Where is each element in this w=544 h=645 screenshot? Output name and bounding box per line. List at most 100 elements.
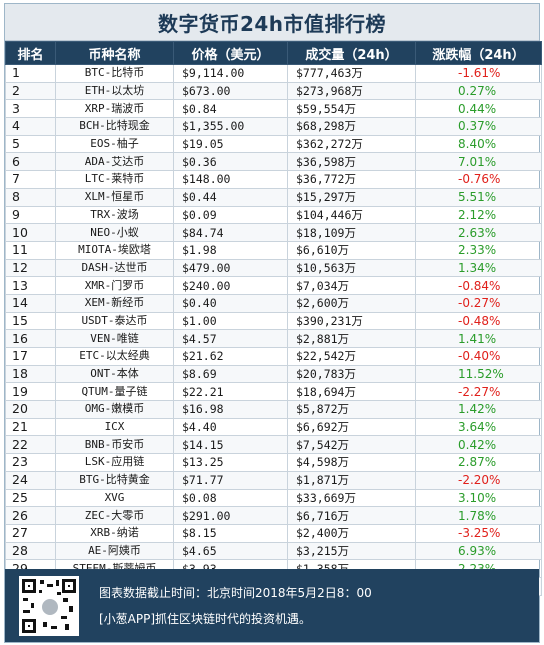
coin-name-cell: BNB-币安币 [55,435,174,455]
change-cell: 2.33% [415,240,542,260]
table-row: 25 XVG $0.08 $33,669万 3.10% [5,488,542,508]
change-cell: 1.41% [415,329,542,348]
coin-name-cell: TRX-波场 [55,205,174,225]
price-cell: $479.00 [173,258,288,278]
coin-name-cell: ONT-本体 [55,364,174,384]
table-row: 17 ETC-以太经典 $21.62 $22,542万 -0.40% [5,347,542,366]
volume-cell: $36,598万 [287,152,416,172]
volume-cell: $273,968万 [287,81,416,101]
volume-cell: $18,109万 [287,223,416,242]
table-row: 15 USDT-泰达币 $1.00 $390,231万 -0.48% [5,311,542,331]
qr-code-icon [19,575,79,636]
table-row: 28 AE-阿姨币 $4.65 $3,215万 6.93% [5,541,542,561]
coin-name-cell: EOS-柚子 [55,134,174,154]
price-cell: $16.98 [173,400,288,419]
volume-cell: $59,554万 [287,99,416,119]
rank-cell: 11 [5,240,56,260]
coin-name-cell: XLM-恒星币 [55,187,174,207]
header-volume: 成交量（24h） [287,41,416,65]
rank-cell: 8 [5,187,56,207]
change-cell: -0.27% [415,293,542,313]
coin-name-cell: ICX [55,417,174,437]
volume-cell: $362,272万 [287,134,416,154]
table-row: 26 ZEC-大零币 $291.00 $6,716万 1.78% [5,506,542,525]
table-row: 27 XRB-纳诺 $8.15 $2,400万 -3.25% [5,523,542,543]
rank-cell: 27 [5,523,56,543]
rank-cell: 28 [5,541,56,561]
change-cell: 7.01% [415,152,542,172]
change-cell: 0.44% [415,99,542,119]
volume-cell: $3,215万 [287,541,416,561]
price-cell: $13.25 [173,453,288,472]
table-header-row: 排名 币种名称 价格（美元） 成交量（24h） 涨跌幅（24h） [5,41,542,65]
table-row: 18 ONT-本体 $8.69 $20,783万 11.52% [5,364,542,384]
change-cell: -3.25% [415,523,542,543]
coin-name-cell: XRP-瑞波币 [55,99,174,119]
rank-cell: 14 [5,293,56,313]
volume-cell: $10,563万 [287,258,416,278]
price-cell: $673.00 [173,81,288,101]
header-rank: 排名 [5,41,56,65]
change-cell: 3.64% [415,417,542,437]
footer: 图表数据截止时间：北京时间2018年5月2日8：00 [小葱APP]抓住区块链时… [5,569,539,642]
change-cell: 1.78% [415,506,542,525]
table-row: 16 VEN-唯链 $4.57 $2,881万 1.41% [5,329,542,348]
rank-cell: 13 [5,276,56,295]
rank-cell: 22 [5,435,56,455]
coin-name-cell: ETH-以太坊 [55,81,174,101]
price-cell: $0.40 [173,293,288,313]
table-row: 24 BTG-比特黄金 $71.77 $1,871万 -2.20% [5,470,542,490]
table-row: 7 LTC-莱特币 $148.00 $36,772万 -0.76% [5,170,542,189]
change-cell: 2.87% [415,453,542,472]
coin-name-cell: ADA-艾达币 [55,152,174,172]
rank-cell: 15 [5,311,56,331]
table-row: 13 XMR-门罗币 $240.00 $7,034万 -0.84% [5,276,542,295]
price-cell: $0.09 [173,205,288,225]
table-row: 11 MIOTA-埃欧塔 $1.98 $6,610万 2.33% [5,240,542,260]
rank-cell: 3 [5,99,56,119]
rank-cell: 19 [5,382,56,402]
price-cell: $0.08 [173,488,288,508]
rank-cell: 24 [5,470,56,490]
change-cell: 8.40% [415,134,542,154]
table-row: 2 ETH-以太坊 $673.00 $273,968万 0.27% [5,81,542,101]
coin-name-cell: AE-阿姨币 [55,541,174,561]
price-cell: $21.62 [173,347,288,366]
change-cell: 2.12% [415,205,542,225]
table-row: 19 QTUM-量子链 $22.21 $18,694万 -2.27% [5,382,542,402]
rank-cell: 16 [5,329,56,348]
price-cell: $4.57 [173,329,288,348]
change-cell: 1.42% [415,400,542,419]
volume-cell: $68,298万 [287,117,416,136]
volume-cell: $4,598万 [287,453,416,472]
volume-cell: $1,871万 [287,470,416,490]
coin-name-cell: LSK-应用链 [55,453,174,472]
header-change: 涨跌幅（24h） [415,41,542,65]
coin-name-cell: OMG-嫩模币 [55,400,174,419]
change-cell: 1.34% [415,258,542,278]
price-cell: $240.00 [173,276,288,295]
change-cell: 2.63% [415,223,542,242]
coin-name-cell: XVG [55,488,174,508]
rank-cell: 7 [5,170,56,189]
coin-name-cell: BCH-比特现金 [55,117,174,136]
table-row: 1 BTC-比特币 $9,114.00 $777,463万 -1.61% [5,64,542,83]
table-body: 1 BTC-比特币 $9,114.00 $777,463万 -1.61% 2 ETH-以太坊… [5,64,542,596]
coin-name-cell: LTC-莱特币 [55,170,174,189]
price-cell: $1,355.00 [173,117,288,136]
volume-cell: $6,692万 [287,417,416,437]
price-cell: $14.15 [173,435,288,455]
volume-cell: $7,542万 [287,435,416,455]
price-cell: $9,114.00 [173,64,288,83]
rank-cell: 25 [5,488,56,508]
volume-cell: $18,694万 [287,382,416,402]
price-cell: $4.40 [173,417,288,437]
coin-name-cell: VEN-唯链 [55,329,174,348]
rank-cell: 6 [5,152,56,172]
volume-cell: $6,610万 [287,240,416,260]
table-row: 12 DASH-达世币 $479.00 $10,563万 1.34% [5,258,542,278]
coin-name-cell: XRB-纳诺 [55,523,174,543]
change-cell: -0.40% [415,347,542,366]
rank-cell: 9 [5,205,56,225]
coin-name-cell: DASH-达世币 [55,258,174,278]
